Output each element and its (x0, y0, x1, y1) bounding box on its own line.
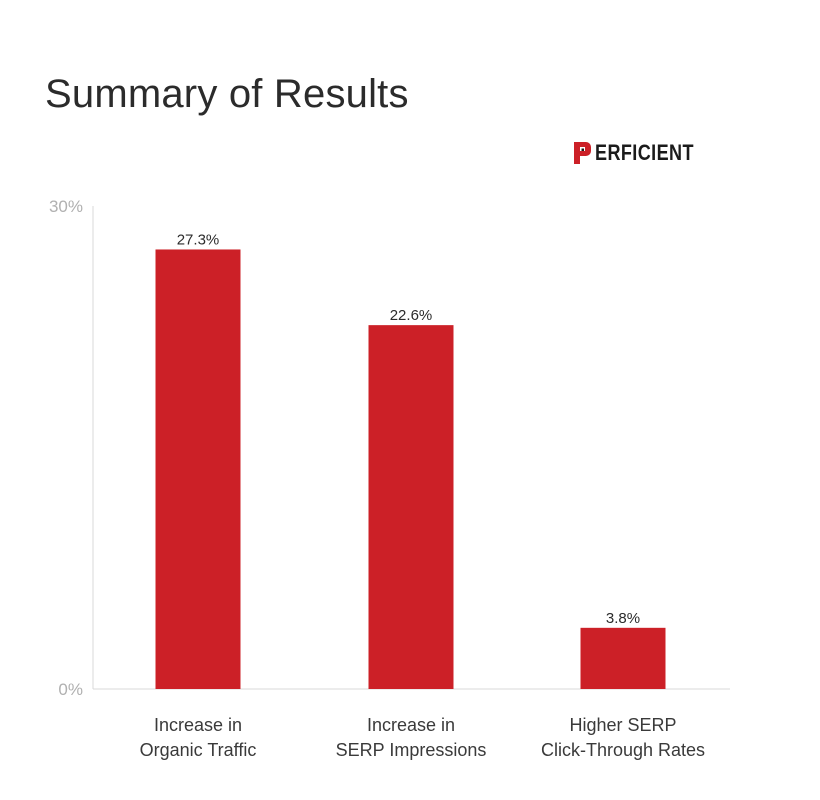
chart-title: Summary of Results (45, 72, 409, 116)
y-tick-label: 0% (58, 680, 83, 699)
category-label: Click-Through Rates (541, 740, 705, 760)
data-label: 3.8% (606, 610, 640, 627)
category-label: Higher SERP (569, 715, 676, 735)
data-label: 22.6% (390, 307, 433, 324)
y-ticks: 0% 30% (49, 197, 83, 699)
bar (368, 325, 454, 689)
category-label: SERP Impressions (336, 740, 487, 760)
category-labels: Increase in Organic Traffic Increase in SER… (140, 715, 705, 760)
data-labels: 27.3% 22.6% 3.8% (177, 231, 640, 626)
perficient-logo: ERFICIENT (572, 140, 716, 166)
logo-text: ERFICIENT (595, 140, 694, 165)
category-label: Organic Traffic (140, 740, 257, 760)
bar (155, 249, 241, 689)
category-label: Increase in (154, 715, 242, 735)
bars (155, 249, 666, 689)
y-tick-label: 30% (49, 197, 83, 216)
bar (580, 627, 666, 689)
data-label: 27.3% (177, 231, 220, 248)
category-label: Increase in (367, 715, 455, 735)
perficient-p-icon (574, 142, 591, 164)
